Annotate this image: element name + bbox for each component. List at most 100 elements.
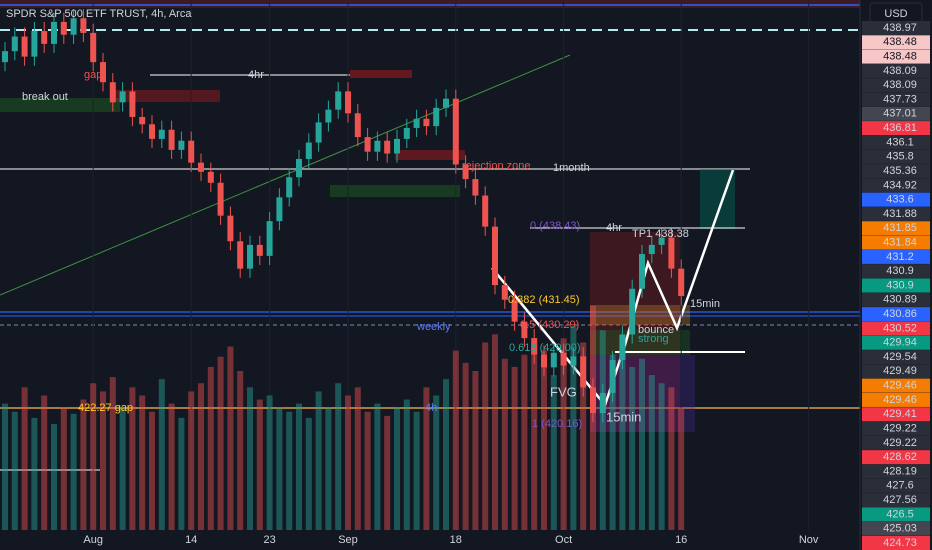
volume-bar <box>521 354 528 530</box>
volume-bar <box>188 391 195 530</box>
price-tag-label: 436.1 <box>886 136 914 148</box>
volume-bar <box>678 407 685 530</box>
volume-bar <box>60 407 67 530</box>
candle-body <box>237 241 244 269</box>
volume-bar <box>119 407 126 530</box>
annotation: 1 (420.16) <box>532 418 582 430</box>
candle-body <box>286 177 293 198</box>
currency[interactable]: USD <box>884 8 907 20</box>
price-tag <box>862 21 930 35</box>
price-tag-label: 435.8 <box>886 151 914 163</box>
annotation: break out <box>22 91 68 103</box>
candle-body <box>60 21 67 35</box>
price-tag-label: 429.46 <box>883 380 917 392</box>
candle-body <box>305 142 312 159</box>
annotation: 0.5 (430.29) <box>520 319 579 331</box>
price-tag-label: 428.62 <box>883 451 917 463</box>
volume-bar <box>149 411 155 530</box>
price-tag-label: 428.19 <box>883 465 917 477</box>
price-tag-label: 438.48 <box>883 51 917 63</box>
price-tag <box>862 35 930 50</box>
volume-bar <box>2 403 8 530</box>
volume-bar <box>462 362 469 530</box>
volume-bar <box>433 395 440 530</box>
candle-body <box>472 179 479 196</box>
price-tag <box>862 164 930 179</box>
price-tag-label: 437.01 <box>883 108 917 120</box>
annotation: 4hr <box>248 69 264 81</box>
candle-body <box>335 91 342 110</box>
candle-body <box>668 237 675 269</box>
volume-bar <box>256 399 263 530</box>
candle-body <box>168 129 175 150</box>
volume-bar <box>266 395 273 530</box>
volume-bar <box>384 415 391 530</box>
volume-bar <box>198 383 204 530</box>
volume-bar <box>501 358 508 530</box>
volume-bar <box>158 379 165 530</box>
volume-bar <box>560 338 567 530</box>
price-tag-label: 438.09 <box>883 79 917 91</box>
price-tag <box>862 49 930 64</box>
candle-body <box>648 244 655 255</box>
candle-body <box>413 118 420 128</box>
price-tag <box>862 192 930 207</box>
candle-body <box>531 338 538 355</box>
candle-body <box>403 127 410 139</box>
price-tag <box>862 350 930 365</box>
price-tag <box>862 493 930 508</box>
price-tag-label: 431.88 <box>883 208 917 220</box>
annotation: 15min <box>606 409 641 424</box>
annotation: strong <box>638 333 669 345</box>
price-tag <box>862 264 930 279</box>
x-tick-label: Oct <box>555 534 572 546</box>
annotation: 0.382 (431.45) <box>508 294 580 306</box>
volume-bar <box>315 391 322 530</box>
volume-bar <box>305 417 312 530</box>
volume-bar <box>51 424 57 530</box>
volume-bar <box>443 379 449 530</box>
price-tag <box>862 392 930 407</box>
x-tick-label: Nov <box>799 534 819 546</box>
price-tag-label: 430.9 <box>886 265 914 277</box>
candle-body <box>70 18 77 35</box>
volume-bar <box>31 417 38 530</box>
candle-body <box>384 140 391 154</box>
price-tag <box>862 450 930 465</box>
candle-body <box>492 226 498 286</box>
x-tick-label: Aug <box>83 534 103 546</box>
annotations: gap break out 4hr 1month rejection zone … <box>22 69 720 430</box>
candle-body <box>394 138 400 154</box>
price-tag-label: 424.73 <box>883 537 917 549</box>
volume-bar <box>335 383 342 530</box>
volume-bar <box>109 377 116 530</box>
candle-body <box>21 36 28 57</box>
candle-body <box>188 140 195 163</box>
volume-bar <box>403 399 410 530</box>
candle-body <box>198 162 204 172</box>
price-tag-label: 430.86 <box>883 308 917 320</box>
price-tag <box>862 92 930 107</box>
candle-body <box>345 91 351 114</box>
volume-bar <box>129 387 136 530</box>
volume-bar <box>178 417 185 530</box>
volume-bar <box>472 371 479 530</box>
annotation: 4hr <box>606 222 622 234</box>
annotation: rejection zone <box>462 160 531 172</box>
candle-body <box>560 352 567 366</box>
volume-bar <box>492 334 498 530</box>
price-tag <box>862 378 930 393</box>
price-tag <box>862 421 930 436</box>
candle-body <box>609 360 616 393</box>
volume-bar <box>227 346 234 530</box>
price-tag-label: 438.97 <box>883 22 917 34</box>
volume-bar <box>276 407 283 530</box>
candle-body <box>266 221 273 256</box>
candle-body <box>541 354 547 368</box>
price-tag-label: 426.5 <box>886 508 914 520</box>
volume-bar <box>207 366 214 530</box>
candle-body <box>423 118 430 127</box>
price-tag <box>862 221 930 236</box>
